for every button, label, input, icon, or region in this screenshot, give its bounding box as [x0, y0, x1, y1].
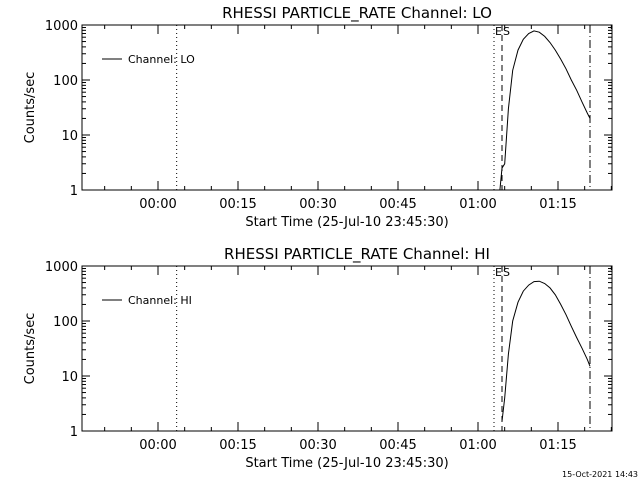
legend-entry: Channel: LO	[128, 53, 195, 66]
x-tick-label: 01:00	[459, 438, 496, 453]
series-line	[501, 280, 591, 422]
x-tick-label: 00:30	[299, 197, 336, 212]
x-tick-label: 00:15	[219, 438, 256, 453]
series-line	[499, 30, 591, 190]
x-tick-label: 00:15	[219, 197, 256, 212]
x-tick-label: 00:45	[379, 438, 416, 453]
time-marker-label: E	[495, 25, 502, 38]
legend-entry: Channel: HI	[128, 294, 192, 307]
chart-title: RHESSI PARTICLE_RATE Channel: HI	[224, 245, 490, 264]
plot-frame	[81, 24, 613, 191]
y-tick-label: 1	[70, 184, 78, 199]
y-tick-label: 10	[61, 370, 78, 385]
footer-timestamp: 15-Oct-2021 14:43	[562, 470, 638, 479]
x-tick-label: 01:00	[459, 197, 496, 212]
x-axis-label: Start Time (25-Jul-10 23:45:30)	[245, 456, 448, 471]
y-tick-label: 100	[53, 74, 78, 89]
y-tick-label: 10	[61, 129, 78, 144]
y-axis-label: Counts/sec	[23, 313, 38, 385]
x-tick-label: 00:00	[139, 438, 176, 453]
y-tick-label: 1000	[45, 260, 78, 275]
y-tick-label: 100	[53, 315, 78, 330]
chart-title: RHESSI PARTICLE_RATE Channel: LO	[222, 4, 492, 23]
time-marker-label: E	[495, 266, 502, 279]
x-tick-label: 00:45	[379, 197, 416, 212]
x-tick-label: 00:30	[299, 438, 336, 453]
x-tick-label: 01:15	[539, 197, 576, 212]
plot-frame	[81, 265, 613, 432]
chart-panel: RHESSI PARTICLE_RATE Channel: LO 1 10 100 10…	[23, 4, 613, 230]
x-tick-label: 01:15	[539, 438, 576, 453]
time-marker-label: S	[503, 25, 510, 38]
chart-panel: RHESSI PARTICLE_RATE Channel: HI 1 10 100 10…	[23, 245, 613, 471]
y-tick-label: 1000	[45, 19, 78, 34]
x-tick-label: 00:00	[139, 197, 176, 212]
x-axis-label: Start Time (25-Jul-10 23:45:30)	[245, 215, 448, 230]
time-marker-label: S	[503, 266, 510, 279]
y-tick-label: 1	[70, 425, 78, 440]
y-axis-label: Counts/sec	[23, 72, 38, 144]
